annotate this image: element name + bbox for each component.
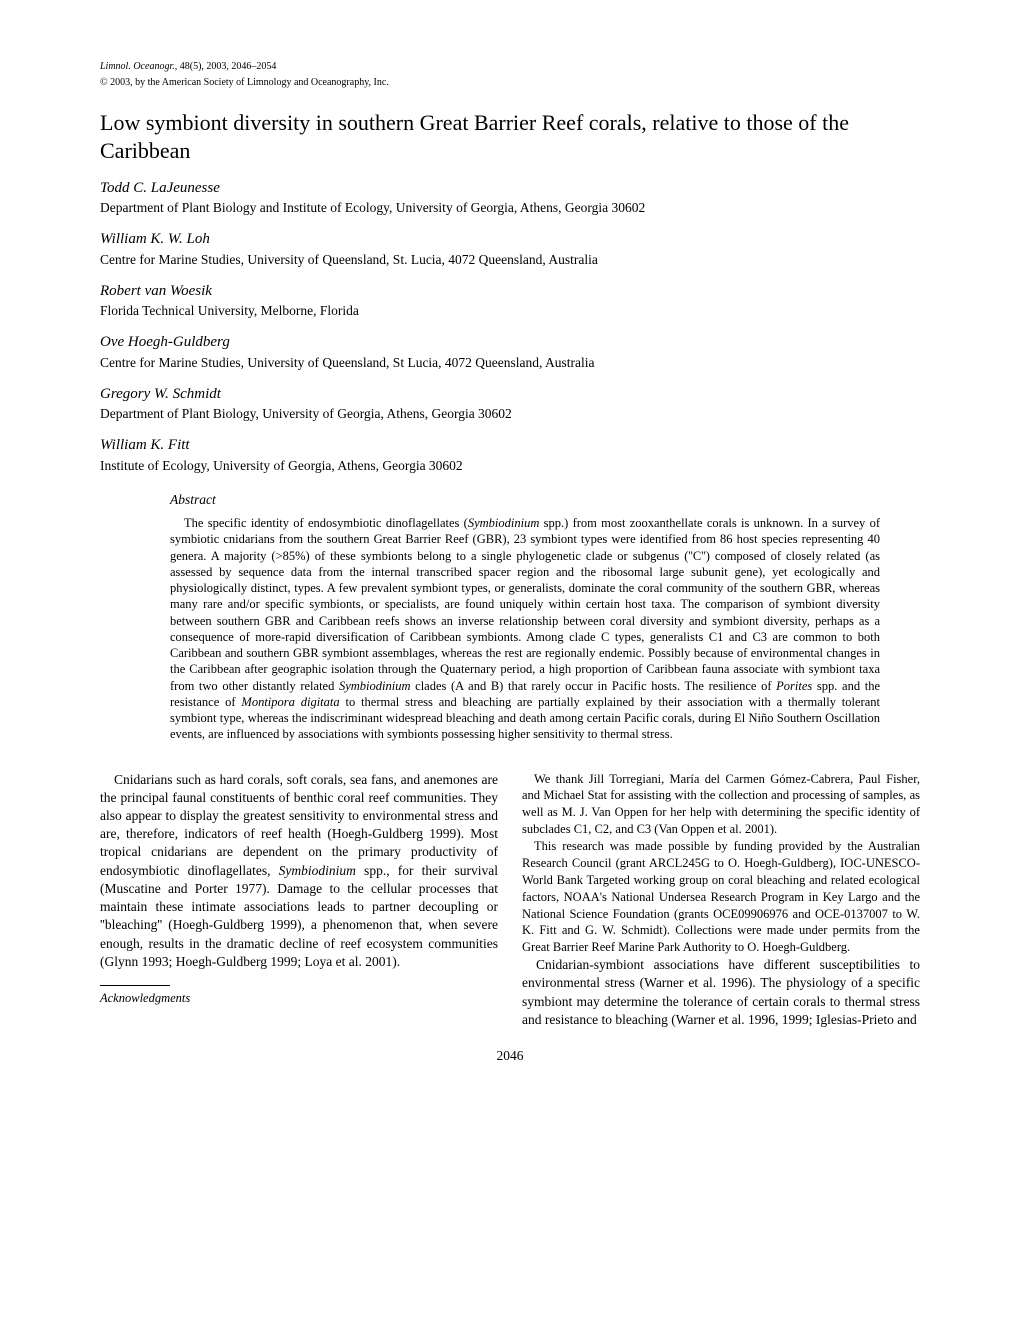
abstract-section: Abstract The specific identity of endosy…: [170, 491, 880, 743]
author-block: Ove Hoegh-Guldberg Centre for Marine Stud…: [100, 332, 920, 371]
author-affiliation: Florida Technical University, Melborne, …: [100, 302, 920, 320]
acknowledgments-heading: Acknowledgments: [100, 990, 498, 1007]
abstract-heading: Abstract: [170, 491, 880, 509]
authors-list: Todd C. LaJeunesseDepartment of Plant Bi…: [100, 178, 920, 475]
author-name: Ove Hoegh-Guldberg: [100, 332, 920, 352]
author-block: Todd C. LaJeunesseDepartment of Plant Bi…: [100, 178, 920, 217]
author-block: William K. W. Loh Centre for Marine Studi…: [100, 229, 920, 268]
author-name: Robert van Woesik: [100, 281, 920, 301]
author-block: William K. Fitt Institute of Ecology, Uni…: [100, 435, 920, 474]
author-affiliation: Centre for Marine Studies, University of…: [100, 251, 920, 269]
author-affiliation: Centre for Marine Studies, University of…: [100, 354, 920, 372]
journal-name: Limnol. Oceanogr.,: [100, 61, 177, 72]
author-name: William K. Fitt: [100, 435, 920, 455]
author-affiliation: Department of Plant Biology, University …: [100, 405, 920, 423]
author-affiliation: Department of Plant Biology and Institut…: [100, 199, 920, 217]
copyright-notice: © 2003, by the American Society of Limno…: [100, 76, 920, 90]
body-paragraph: Cnidarian-symbiont associations have dif…: [522, 956, 920, 1029]
author-affiliation: Institute of Ecology, University of Geor…: [100, 457, 920, 475]
body-columns: Cnidarians such as hard corals, soft cor…: [100, 771, 920, 1030]
author-name: William K. W. Loh: [100, 229, 920, 249]
author-name: Gregory W. Schmidt: [100, 384, 920, 404]
journal-citation: Limnol. Oceanogr., 48(5), 2003, 2046–205…: [100, 60, 920, 74]
article-title: Low symbiont diversity in southern Great…: [100, 109, 920, 164]
author-block: Robert van WoesikFlorida Technical Unive…: [100, 281, 920, 320]
ack-paragraph: We thank Jill Torregiani, María del Carm…: [522, 771, 920, 839]
page-number: 2046: [100, 1047, 920, 1065]
acknowledgments-body: We thank Jill Torregiani, María del Carm…: [522, 771, 920, 957]
journal-volume: 48(5), 2003, 2046–2054: [177, 61, 276, 72]
body-paragraph: Cnidarians such as hard corals, soft cor…: [100, 771, 498, 971]
abstract-body: The specific identity of endosymbiotic d…: [170, 515, 880, 743]
ack-paragraph: This research was made possible by fundi…: [522, 838, 920, 956]
acknowledgments-rule: [100, 985, 170, 986]
author-block: Gregory W. SchmidtDepartment of Plant Bi…: [100, 384, 920, 423]
author-name: Todd C. LaJeunesse: [100, 178, 920, 198]
